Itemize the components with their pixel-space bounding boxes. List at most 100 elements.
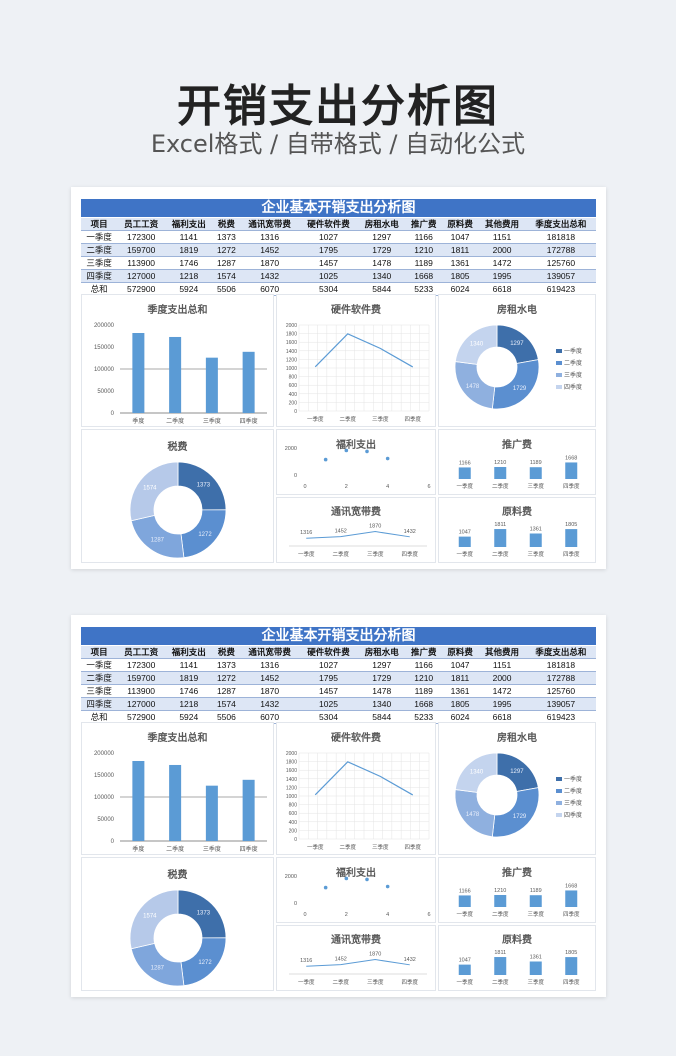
panel-hardware: 硬件软件费 2000 1800 1600 1400 1200 1000 800 600 400 2… [276,294,436,427]
telecom-chart: 1316 一季度 1452 二季度 1870 三季度 1432 四季度 [289,524,427,558]
x-tick-label: 0 [303,484,306,490]
bar [205,785,218,841]
x-tick-label: 4 [386,484,389,490]
table-row: 三季度 113900 1746 1287 1870 1457 1478 1189 1361 147… [81,256,596,270]
y-tick-label: 0 [294,901,297,907]
expense-table: 项目 员工工资 福利支出 税费 通讯宽带费 硬件软件费 房租水电 推广费 原料费 其他费用 季度支出… [81,218,596,296]
table-cell: 1151 [478,230,526,244]
x-tick-label: 一季度 [298,978,315,986]
table-cell: 四季度 [81,269,118,283]
y-tick-label: 1600 [286,768,297,774]
table-cell: 1151 [478,658,526,672]
pie-slice [129,889,179,950]
pie-slice [129,461,179,522]
table-cell: 1316 [240,230,300,244]
column-header: 原料费 [441,646,479,659]
table-cell: 1287 [212,256,241,270]
table-cell: 181818 [525,230,596,244]
legend-label: 三季度 [564,371,582,379]
hardware-chart: 2000180016001400120010008006004002000一季度… [286,751,430,851]
data-label: 1189 [530,888,542,894]
table-cell: 1995 [478,269,526,283]
table-cell: 1819 [164,671,213,685]
x-tick-label: 2 [345,912,348,918]
bar [132,761,145,841]
table-cell: 181818 [525,658,596,672]
data-label: 1210 [494,460,506,466]
y-tick-label: 150000 [94,345,115,351]
panel-quarter-total: 季度支出总和 200000 150000 100000 50000 0 季度 二季度 三季度 四… [81,294,274,427]
table-cell: 159700 [117,671,165,685]
x-tick-label: 二季度 [492,550,509,558]
pie-slice [491,787,540,838]
telecom-chart: 1316 一季度 1452 二季度 1870 三季度 1432 四季度 [289,952,427,986]
bar [565,957,578,975]
chart-title: 硬件软件费 [331,305,381,316]
spreadsheet-preview-2: 企业基本开销支出分析图 项目 员工工资 福利支出 税费 通讯宽带费 硬件软件费 房租水电 推广… [71,615,606,997]
y-tick-label: 1400 [286,777,297,783]
sheet-title: 企业基本开销支出分析图 [81,199,596,217]
y-tick-label: 800 [289,803,298,809]
table-cell: 二季度 [81,671,118,685]
x-tick-label: 2 [345,484,348,490]
table-cell: 1373 [212,230,241,244]
table-cell: 1287 [212,684,241,698]
chart-title: 季度支出总和 [147,305,208,316]
column-header: 通讯宽带费 [240,218,300,231]
bar [205,357,218,413]
series-line [314,761,414,796]
x-tick-label: 三季度 [527,978,544,986]
table-row: 二季度 159700 1819 1272 1452 1795 1729 1210 1811 200… [81,671,596,685]
panel-telecom: 通讯宽带费 1316 一季度 1452 二季度 1870 三季度 1432 四季度 [276,925,436,991]
table-row: 总和 572900 5924 5506 6070 5304 5844 5233 6024 6618… [81,710,596,724]
column-header: 员工工资 [117,646,165,659]
bar [529,895,542,907]
scatter-point [365,877,369,882]
table-cell: 1574 [212,269,241,283]
panel-welfare: 福利支出 2000 0 0 2 4 6 [276,429,436,495]
data-label: 1870 [369,524,381,530]
y-tick-label: 0 [294,473,297,479]
y-tick-label: 2000 [286,323,297,329]
table-cell: 1432 [240,269,300,283]
hero-subtitle: Excel格式 / 自带格式 / 自动化公式 [150,130,526,158]
x-tick-label: 0 [303,912,306,918]
data-label: 1452 [335,957,347,963]
legend-swatch [556,361,562,365]
data-label: 1805 [565,522,577,528]
table-header-row: 项目 员工工资 福利支出 税费 通讯宽带费 硬件软件费 房租水电 推广费 原料费 其他费用 季度支出… [81,218,596,231]
series-line [306,959,410,967]
x-tick-label: 四季度 [240,845,258,853]
x-tick-label: 一季度 [456,482,473,490]
panel-material: 原料费 1047 一季度 1811 二季度 1361 三季度 1805 四季度 [438,925,596,991]
data-label: 1478 [466,812,480,818]
x-tick-label: 四季度 [563,482,580,490]
scatter-point [365,449,369,454]
x-tick-label: 二季度 [166,845,184,853]
pie-slice [491,359,540,410]
table-cell: 125760 [525,256,596,270]
table-cell: 2000 [478,243,526,257]
bar [494,957,507,975]
sheet-title: 企业基本开销支出分析图 [81,627,596,645]
promo-chart: 1166 一季度 1210 二季度 1189 三季度 1668 四季度 [456,883,580,918]
panel-tax: 税费 1373 1272 1287 1574 [81,857,274,991]
table-cell: 1189 [405,256,442,270]
data-label: 1373 [197,482,211,488]
column-header: 原料费 [441,218,479,231]
data-label: 1166 [459,460,471,466]
data-label: 1811 [494,950,506,956]
y-tick-label: 200 [289,828,298,834]
table-cell: 一季度 [81,658,118,672]
column-header: 其他费用 [478,646,526,659]
y-tick-label: 200 [289,400,298,406]
y-tick-label: 200000 [94,323,115,329]
column-header: 项目 [81,218,118,231]
x-tick-label: 四季度 [401,550,418,558]
table-cell: 1668 [405,697,442,711]
data-label: 1361 [530,526,542,532]
data-label: 1478 [466,384,480,390]
table-cell: 1452 [240,243,300,257]
table-cell: 1795 [299,671,358,685]
table-cell: 1995 [478,697,526,711]
